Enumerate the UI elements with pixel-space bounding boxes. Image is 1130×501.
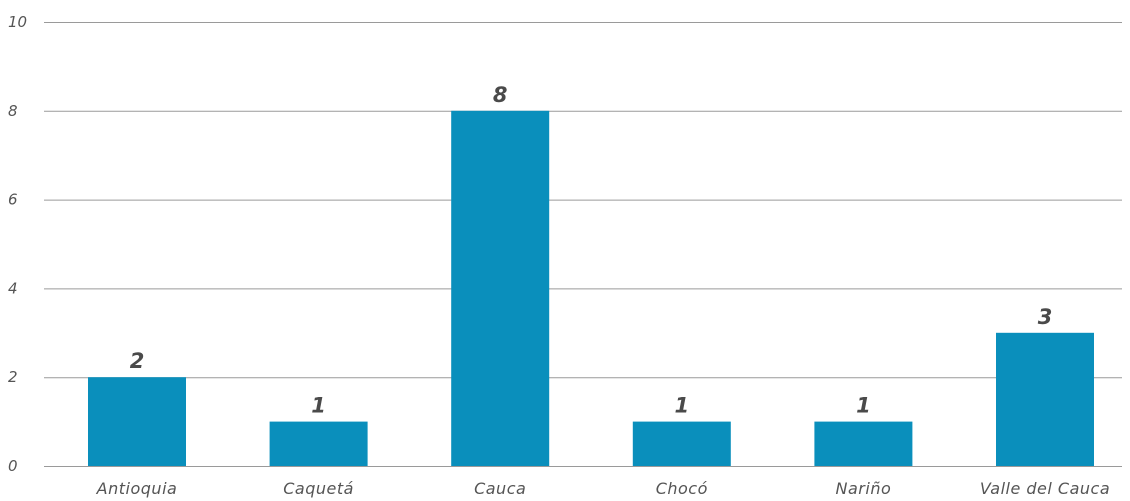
y-tick-label: 4 xyxy=(8,279,18,297)
bar xyxy=(814,421,913,466)
y-tick-label: 6 xyxy=(8,191,18,209)
bar xyxy=(996,332,1094,466)
x-axis-category-labels: Antioquia Caquetá Cauca Chocó Nariño Valle de… xyxy=(96,479,1110,498)
x-category-label: Caquetá xyxy=(283,479,354,498)
bar xyxy=(451,110,550,467)
bar-value-label: 1 xyxy=(311,394,326,418)
y-tick-label: 10 xyxy=(8,13,27,31)
bar xyxy=(632,421,731,466)
y-tick-label: 0 xyxy=(8,457,18,475)
y-tick-label: 2 xyxy=(8,368,18,386)
bar-value-label: 2 xyxy=(130,349,145,373)
bar-value-label: 8 xyxy=(493,83,508,107)
bar xyxy=(88,377,186,466)
y-axis-tick-labels: 0 2 4 6 8 10 xyxy=(8,13,27,475)
bar-value-label: 3 xyxy=(1038,305,1053,329)
y-tick-label: 8 xyxy=(8,102,18,120)
x-category-label: Valle del Cauca xyxy=(980,479,1110,498)
x-category-label: Antioquia xyxy=(96,479,178,498)
x-category-label: Cauca xyxy=(474,479,526,498)
bar-value-label: 1 xyxy=(856,394,871,418)
bar xyxy=(269,421,368,466)
x-category-label: Chocó xyxy=(656,479,708,498)
bars xyxy=(88,110,1094,467)
x-category-label: Nariño xyxy=(836,479,892,498)
bar-value-label: 1 xyxy=(674,394,689,418)
gridlines xyxy=(44,22,1122,467)
bar-value-labels: 2 1 8 1 1 3 xyxy=(130,83,1053,418)
